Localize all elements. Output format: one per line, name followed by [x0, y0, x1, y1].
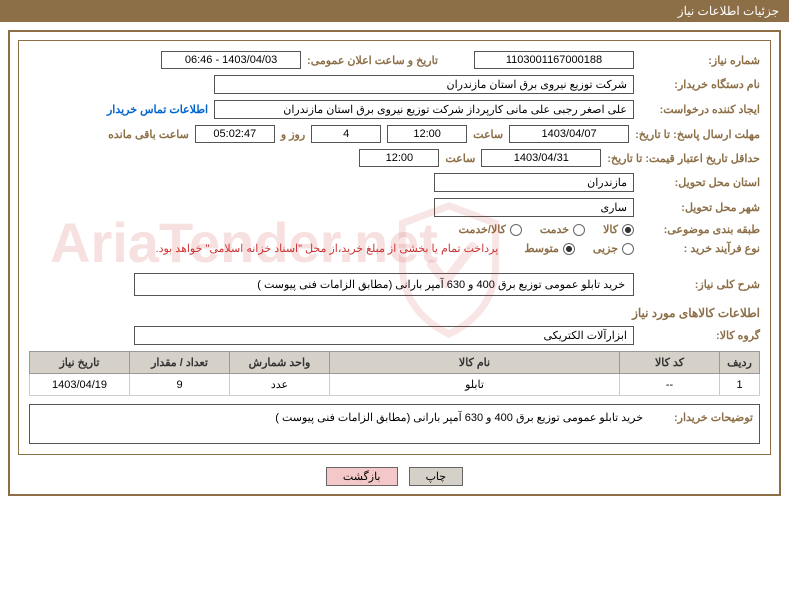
need-number-field: 1103001167000188 [474, 51, 634, 69]
row-group: گروه کالا: ابزارآلات الکتریکی [29, 326, 760, 345]
cell-code: -- [620, 374, 720, 396]
hour-label-2: ساعت [445, 152, 475, 165]
col-date: تاریخ نیاز [30, 352, 130, 374]
hour-label-1: ساعت [473, 128, 503, 141]
time-remaining-field: 05:02:47 [195, 125, 275, 143]
city-label: شهر محل تحویل: [640, 201, 760, 214]
outer-frame: شماره نیاز: 1103001167000188 تاریخ و ساع… [8, 30, 781, 496]
row-city: شهر محل تحویل: ساری [29, 198, 760, 217]
buyer-field: شرکت توزیع نیروی برق استان مازندران [214, 75, 634, 94]
row-subject-class: طبقه بندی موضوعی: کالا خدمت کالا/خدمت [29, 223, 760, 236]
need-desc-field: خرید تابلو عمومی توزیع برق 400 و 630 آمپ… [134, 273, 634, 296]
payment-note: پرداخت تمام یا بخشی از مبلغ خرید،از محل … [156, 242, 499, 255]
radio-medium[interactable]: متوسط [524, 242, 575, 255]
radio-goods[interactable]: کالا [603, 223, 634, 236]
page-header: جزئیات اطلاعات نیاز [0, 0, 789, 22]
days-label: روز و [281, 128, 305, 141]
items-table-body: 1 -- تابلو عدد 9 1403/04/19 [30, 374, 760, 396]
days-remaining-field: 4 [311, 125, 381, 143]
items-section-title: اطلاعات کالاهای مورد نیاز [29, 306, 760, 320]
radio-minor[interactable]: جزیی [593, 242, 634, 255]
province-label: استان محل تحویل: [640, 176, 760, 189]
buyer-notes-value: خرید تابلو عمومی توزیع برق 400 و 630 آمپ… [275, 411, 643, 424]
need-desc-label: شرح کلی نیاز: [640, 278, 760, 291]
print-button[interactable]: چاپ [409, 467, 464, 486]
buyer-notes-label: توضیحات خریدار: [653, 411, 753, 424]
back-button[interactable]: بازگشت [326, 467, 398, 486]
cell-row: 1 [720, 374, 760, 396]
group-label: گروه کالا: [640, 329, 760, 342]
col-qty: تعداد / مقدار [130, 352, 230, 374]
col-name: نام کالا [330, 352, 620, 374]
requester-label: ایجاد کننده درخواست: [640, 103, 760, 116]
cell-unit: عدد [230, 374, 330, 396]
items-table-head: ردیف کد کالا نام کالا واحد شمارش تعداد /… [30, 352, 760, 374]
deadline-date-field: 1403/04/07 [509, 125, 629, 143]
row-buyer: نام دستگاه خریدار: شرکت توزیع نیروی برق … [29, 75, 760, 94]
announce-field: 1403/04/03 - 06:46 [161, 51, 301, 69]
row-process: نوع فرآیند خرید : جزیی متوسط پرداخت تمام… [29, 242, 760, 255]
remaining-label: ساعت باقی مانده [108, 128, 189, 141]
cell-name: تابلو [330, 374, 620, 396]
row-deadline: مهلت ارسال پاسخ: تا تاریخ: 1403/04/07 سا… [29, 125, 760, 143]
validity-hour-field: 12:00 [359, 149, 439, 167]
cell-qty: 9 [130, 374, 230, 396]
row-requester: ایجاد کننده درخواست: علی اصغر رجبی علی م… [29, 100, 760, 119]
col-code: کد کالا [620, 352, 720, 374]
group-field: ابزارآلات الکتریکی [134, 326, 634, 345]
process-label: نوع فرآیند خرید : [640, 242, 760, 255]
row-need-number: شماره نیاز: 1103001167000188 تاریخ و ساع… [29, 51, 760, 69]
row-province: استان محل تحویل: مازندران [29, 173, 760, 192]
deadline-hour-field: 12:00 [387, 125, 467, 143]
validity-label: حداقل تاریخ اعتبار قیمت: تا تاریخ: [607, 152, 760, 165]
col-row: ردیف [720, 352, 760, 374]
page-title: جزئیات اطلاعات نیاز [678, 4, 779, 18]
table-row: 1 -- تابلو عدد 9 1403/04/19 [30, 374, 760, 396]
button-row: چاپ بازگشت [18, 467, 771, 486]
buyer-notes-box: توضیحات خریدار: خرید تابلو عمومی توزیع ب… [29, 404, 760, 444]
province-field: مازندران [434, 173, 634, 192]
inner-frame: شماره نیاز: 1103001167000188 تاریخ و ساع… [18, 40, 771, 455]
need-number-label: شماره نیاز: [640, 54, 760, 67]
city-field: ساری [434, 198, 634, 217]
validity-date-field: 1403/04/31 [481, 149, 601, 167]
col-unit: واحد شمارش [230, 352, 330, 374]
cell-date: 1403/04/19 [30, 374, 130, 396]
requester-field: علی اصغر رجبی علی مانی کارپرداز شرکت توز… [214, 100, 634, 119]
deadline-label: مهلت ارسال پاسخ: تا تاریخ: [635, 128, 760, 141]
radio-both[interactable]: کالا/خدمت [459, 223, 522, 236]
row-validity: حداقل تاریخ اعتبار قیمت: تا تاریخ: 1403/… [29, 149, 760, 167]
process-radio-group: جزیی متوسط [524, 242, 634, 255]
buyer-label: نام دستگاه خریدار: [640, 78, 760, 91]
subject-radio-group: کالا خدمت کالا/خدمت [459, 223, 634, 236]
items-table: ردیف کد کالا نام کالا واحد شمارش تعداد /… [29, 351, 760, 396]
contact-link[interactable]: اطلاعات تماس خریدار [107, 103, 208, 116]
announce-label: تاریخ و ساعت اعلان عمومی: [307, 54, 438, 67]
radio-service[interactable]: خدمت [540, 223, 585, 236]
subject-class-label: طبقه بندی موضوعی: [640, 223, 760, 236]
row-need-desc: شرح کلی نیاز: خرید تابلو عمومی توزیع برق… [29, 273, 760, 296]
